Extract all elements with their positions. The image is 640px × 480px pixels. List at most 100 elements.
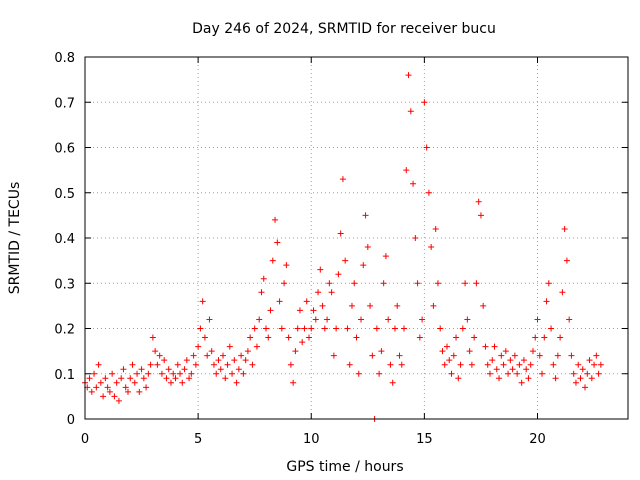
data-point: [376, 370, 383, 377]
data-point: [344, 325, 351, 332]
data-point: [122, 384, 129, 391]
data-point: [401, 325, 408, 332]
data-point: [351, 280, 358, 287]
data-point: [482, 343, 489, 350]
data-point: [335, 271, 342, 278]
data-point: [355, 370, 362, 377]
data-point: [269, 257, 276, 264]
x-tick-label: 15: [416, 432, 433, 447]
data-point: [278, 325, 285, 332]
data-point: [425, 189, 432, 196]
data-point: [111, 393, 118, 400]
data-point: [348, 302, 355, 309]
data-point: [167, 379, 174, 386]
data-point: [382, 253, 389, 260]
data-point: [353, 334, 360, 341]
data-point: [358, 316, 365, 323]
data-point: [337, 230, 344, 237]
data-point: [410, 180, 417, 187]
data-point: [272, 216, 279, 223]
data-point: [247, 334, 254, 341]
data-point: [301, 325, 308, 332]
data-point: [330, 352, 337, 359]
data-point: [283, 262, 290, 269]
data-point: [93, 384, 100, 391]
data-point: [131, 379, 138, 386]
data-point: [183, 357, 190, 364]
data-point: [446, 357, 453, 364]
data-point: [124, 388, 131, 395]
data-point: [548, 325, 555, 332]
data-point: [253, 343, 260, 350]
data-point: [385, 316, 392, 323]
x-tick-label: 10: [303, 432, 320, 447]
data-point: [143, 384, 150, 391]
data-point: [100, 393, 107, 400]
data-point: [525, 375, 532, 382]
data-point: [529, 348, 536, 355]
data-point: [95, 361, 102, 368]
data-point: [473, 280, 480, 287]
data-point: [466, 348, 473, 355]
data-point: [412, 235, 419, 241]
data-point: [459, 325, 466, 332]
data-point: [387, 361, 394, 368]
data-point: [217, 366, 224, 373]
data-point: [507, 357, 514, 364]
data-point: [486, 370, 493, 377]
data-point: [120, 366, 127, 373]
data-point: [158, 370, 165, 377]
data-point: [201, 334, 208, 341]
data-point: [468, 361, 475, 368]
data-point: [179, 379, 186, 386]
data-point: [364, 244, 371, 251]
data-point: [265, 334, 272, 341]
data-point: [450, 352, 457, 359]
data-point: [566, 316, 573, 323]
data-point: [149, 334, 156, 341]
data-point: [498, 352, 505, 359]
data-point: [106, 388, 113, 395]
data-point: [206, 316, 213, 323]
data-point: [195, 343, 202, 350]
data-point: [88, 388, 95, 395]
data-point: [568, 352, 575, 359]
data-point: [296, 307, 303, 314]
data-point: [552, 375, 559, 382]
data-point: [129, 361, 136, 368]
data-point: [328, 289, 335, 296]
data-point: [457, 361, 464, 368]
data-point: [563, 257, 570, 264]
data-point: [181, 366, 188, 373]
axis-ticks: 0 0.1 0.2 0.3 0.4 0.5 0.6 0.7 0.8 0 5 10 15 20: [54, 51, 628, 447]
y-tick-label: 0.3: [54, 277, 75, 292]
data-point: [310, 307, 317, 314]
data-point: [394, 302, 401, 309]
x-axis-label: GPS time / hours: [286, 459, 403, 475]
data-point: [484, 361, 491, 368]
data-point: [541, 334, 548, 341]
data-point: [251, 325, 258, 332]
y-tick-label: 0.2: [54, 323, 75, 338]
data-point: [226, 343, 233, 350]
data-point: [258, 289, 265, 296]
data-point: [315, 289, 322, 296]
data-point: [285, 334, 292, 341]
data-point: [577, 375, 584, 382]
data-point: [391, 325, 398, 332]
data-point: [138, 366, 145, 373]
data-point: [303, 298, 310, 305]
data-point: [514, 370, 521, 377]
data-point: [256, 316, 263, 323]
data-point: [190, 352, 197, 359]
data-point: [477, 212, 484, 219]
data-point: [407, 108, 414, 115]
data-point: [97, 379, 104, 386]
data-point: [434, 280, 441, 287]
data-point: [199, 298, 206, 305]
data-point: [496, 375, 503, 382]
data-point: [586, 357, 593, 364]
data-point: [572, 379, 579, 386]
data-point: [213, 370, 220, 377]
data-point: [419, 316, 426, 323]
